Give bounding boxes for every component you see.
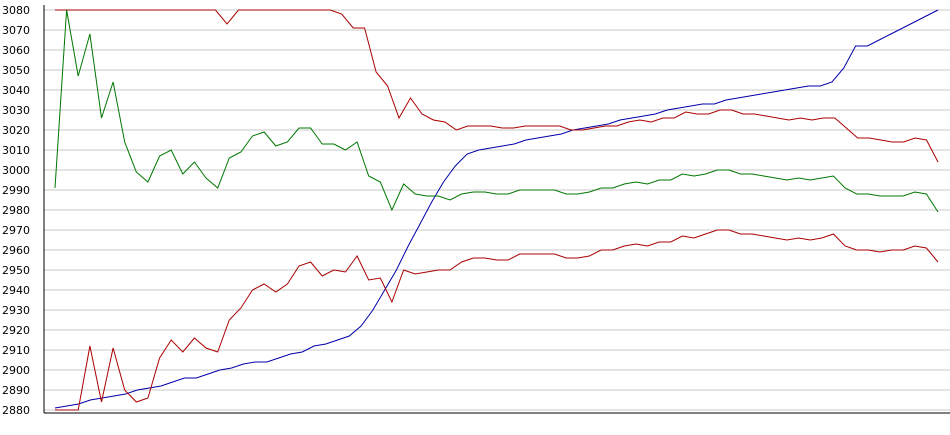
y-tick-label: 2960: [2, 244, 30, 257]
y-tick-label: 2990: [2, 184, 30, 197]
series-line-4: [55, 229, 939, 411]
y-tick-label: 3080: [2, 4, 30, 17]
y-tick-label: 3000: [2, 164, 30, 177]
y-tick-label: 2980: [2, 204, 30, 217]
y-tick-label: 2930: [2, 304, 30, 317]
y-tick-label: 3050: [2, 64, 30, 77]
y-tick-label: 3030: [2, 104, 30, 117]
y-tick-label: 2970: [2, 224, 30, 237]
y-tick-label: 2950: [2, 264, 30, 277]
y-tick-label: 2890: [2, 384, 30, 397]
y-tick-label: 2910: [2, 344, 30, 357]
axes: [43, 5, 950, 414]
y-tick-label: 2940: [2, 284, 30, 297]
series-line-2: [55, 9, 939, 163]
y-tick-label: 3040: [2, 84, 30, 97]
y-tick-label: 2920: [2, 324, 30, 337]
grid-lines: [44, 9, 950, 411]
y-tick-label: 3070: [2, 24, 30, 37]
y-tick-label: 2880: [2, 404, 30, 417]
y-tick-label: 3020: [2, 124, 30, 137]
y-tick-labels: 2880 2890 2900 2910 2920 2930 2940 2950 2960 2970…: [2, 4, 30, 417]
y-tick-label: 3060: [2, 44, 30, 57]
y-tick-label: 3010: [2, 144, 30, 157]
series-lines: [54, 9, 939, 411]
y-tick-label: 2900: [2, 364, 30, 377]
series-line-1: [54, 9, 939, 409]
series-line-3: [54, 9, 939, 213]
